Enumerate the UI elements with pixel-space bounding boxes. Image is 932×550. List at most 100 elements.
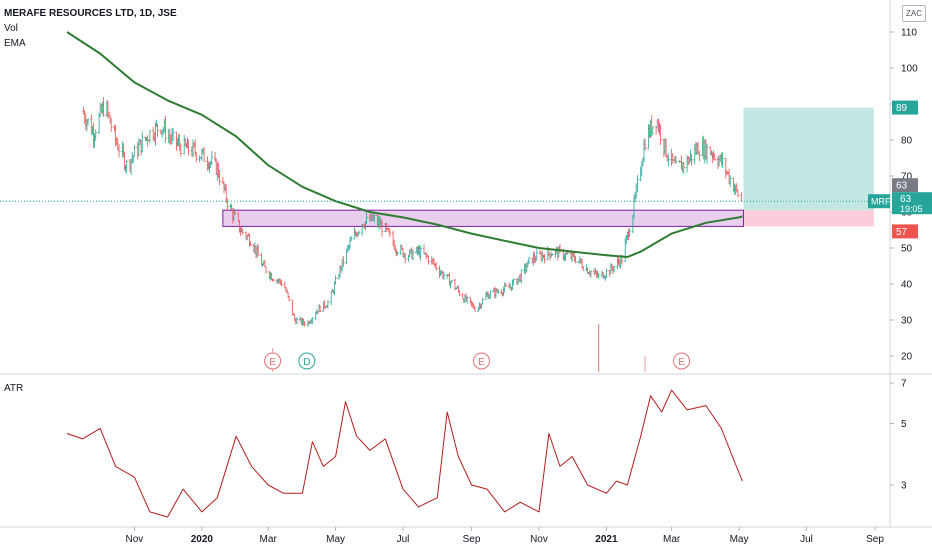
time-tick-label: 2021 (595, 534, 618, 545)
price-bar (636, 175, 639, 193)
volume-spike-bar (644, 356, 646, 372)
event-marker-label: E (478, 357, 485, 368)
price-bar (86, 118, 90, 126)
price-bar (736, 189, 740, 198)
event-marker-circle[interactable] (264, 352, 282, 370)
price-bar (458, 290, 461, 297)
time-tick-label: Mar (260, 534, 278, 545)
volume-spike-bar (598, 324, 600, 372)
price-bar (295, 317, 299, 324)
time-tick-label: 2020 (191, 534, 214, 545)
price-bar (659, 124, 662, 145)
long-position-profit-zone[interactable] (743, 107, 874, 211)
price-bar (125, 159, 128, 174)
time-tick-label: Nov (126, 534, 144, 545)
price-bar (179, 143, 182, 157)
price-bar (690, 154, 693, 166)
price-bar (210, 151, 213, 165)
price-bar (605, 268, 608, 279)
price-bar (288, 296, 291, 302)
price-bar (589, 270, 593, 278)
price-bar (442, 272, 446, 281)
atr-pane[interactable] (66, 389, 743, 518)
price-bar (597, 272, 600, 279)
price-bar (729, 175, 732, 187)
price-bar (171, 127, 175, 141)
price-bar (643, 138, 647, 151)
long-position-loss-zone[interactable] (743, 210, 874, 227)
price-bar (133, 145, 136, 157)
price-bar (164, 116, 167, 143)
price-tick-label: 100 (901, 64, 918, 75)
price-tick-label: 110 (901, 28, 917, 39)
price-bar (272, 278, 275, 282)
price-bar (404, 253, 407, 264)
price-tick-label: 70 (901, 172, 913, 183)
price-bar (117, 144, 121, 158)
atr-tick-label: 7 (901, 379, 907, 390)
last-price-tag-text: 63 (900, 194, 912, 205)
time-tick-label: May (730, 534, 749, 545)
price-bar (249, 241, 252, 246)
time-tick-label: Sep (866, 534, 884, 545)
atr-legend-label[interactable]: ATR (4, 383, 24, 394)
stop-price-tag-text: 57 (896, 227, 908, 238)
event-marker-label: D (303, 357, 310, 368)
price-bar (682, 162, 685, 174)
price-bar (419, 245, 422, 261)
price-bar (582, 266, 585, 271)
price-bar (218, 170, 221, 186)
event-marker-circle[interactable] (673, 352, 691, 370)
support-zone-rectangle[interactable] (222, 209, 744, 227)
symbol-tag-box (868, 194, 890, 209)
stop-price-tag-box (892, 224, 918, 239)
time-tick-label: Nov (530, 534, 548, 545)
price-bar (365, 212, 368, 224)
price-bars[interactable] (82, 97, 743, 327)
ema-line[interactable] (66, 31, 743, 258)
price-bar (496, 288, 500, 294)
price-bar (110, 117, 113, 133)
price-bar (713, 153, 716, 161)
price-bar (489, 290, 492, 300)
price-tick-label: 20 (901, 352, 913, 363)
price-bar (357, 230, 360, 236)
ema-legend-label[interactable]: EMA (4, 38, 26, 49)
price-bar (551, 253, 554, 256)
price-bar (612, 266, 616, 273)
price-bar (187, 139, 190, 156)
price-bar (535, 248, 538, 261)
event-marker-circle[interactable] (298, 352, 316, 370)
price-bar (257, 244, 260, 256)
chart-title[interactable]: MERAFE RESOURCES LTD, 1D, JSE (4, 8, 177, 19)
event-marker-circle[interactable] (473, 352, 491, 370)
last-price-tag-box (892, 192, 932, 215)
price-bar (311, 317, 314, 324)
price-bar (102, 97, 105, 117)
price-bar (396, 251, 399, 256)
price-bar (264, 266, 268, 274)
countdown-text: 19:05 (900, 204, 923, 214)
price-bar (291, 299, 294, 316)
price-bar (318, 305, 322, 313)
price-bar (141, 131, 144, 153)
price-bar (148, 130, 152, 144)
price-bar (330, 290, 333, 306)
price-bar (233, 210, 237, 215)
atr-line[interactable] (66, 389, 743, 518)
volume-legend-label[interactable]: Vol (4, 23, 18, 34)
price-bar (651, 126, 654, 135)
currency-button[interactable]: ZAC (902, 5, 926, 22)
event-marker-label: E (269, 357, 276, 368)
target-price-tag-box (892, 100, 918, 115)
price-bar (427, 255, 430, 265)
time-tick-label: Sep (463, 534, 481, 545)
price-bar (326, 300, 330, 309)
atr-tick-label: 3 (901, 481, 907, 492)
price-tick-label: 40 (901, 280, 913, 291)
price-bar (740, 192, 743, 202)
